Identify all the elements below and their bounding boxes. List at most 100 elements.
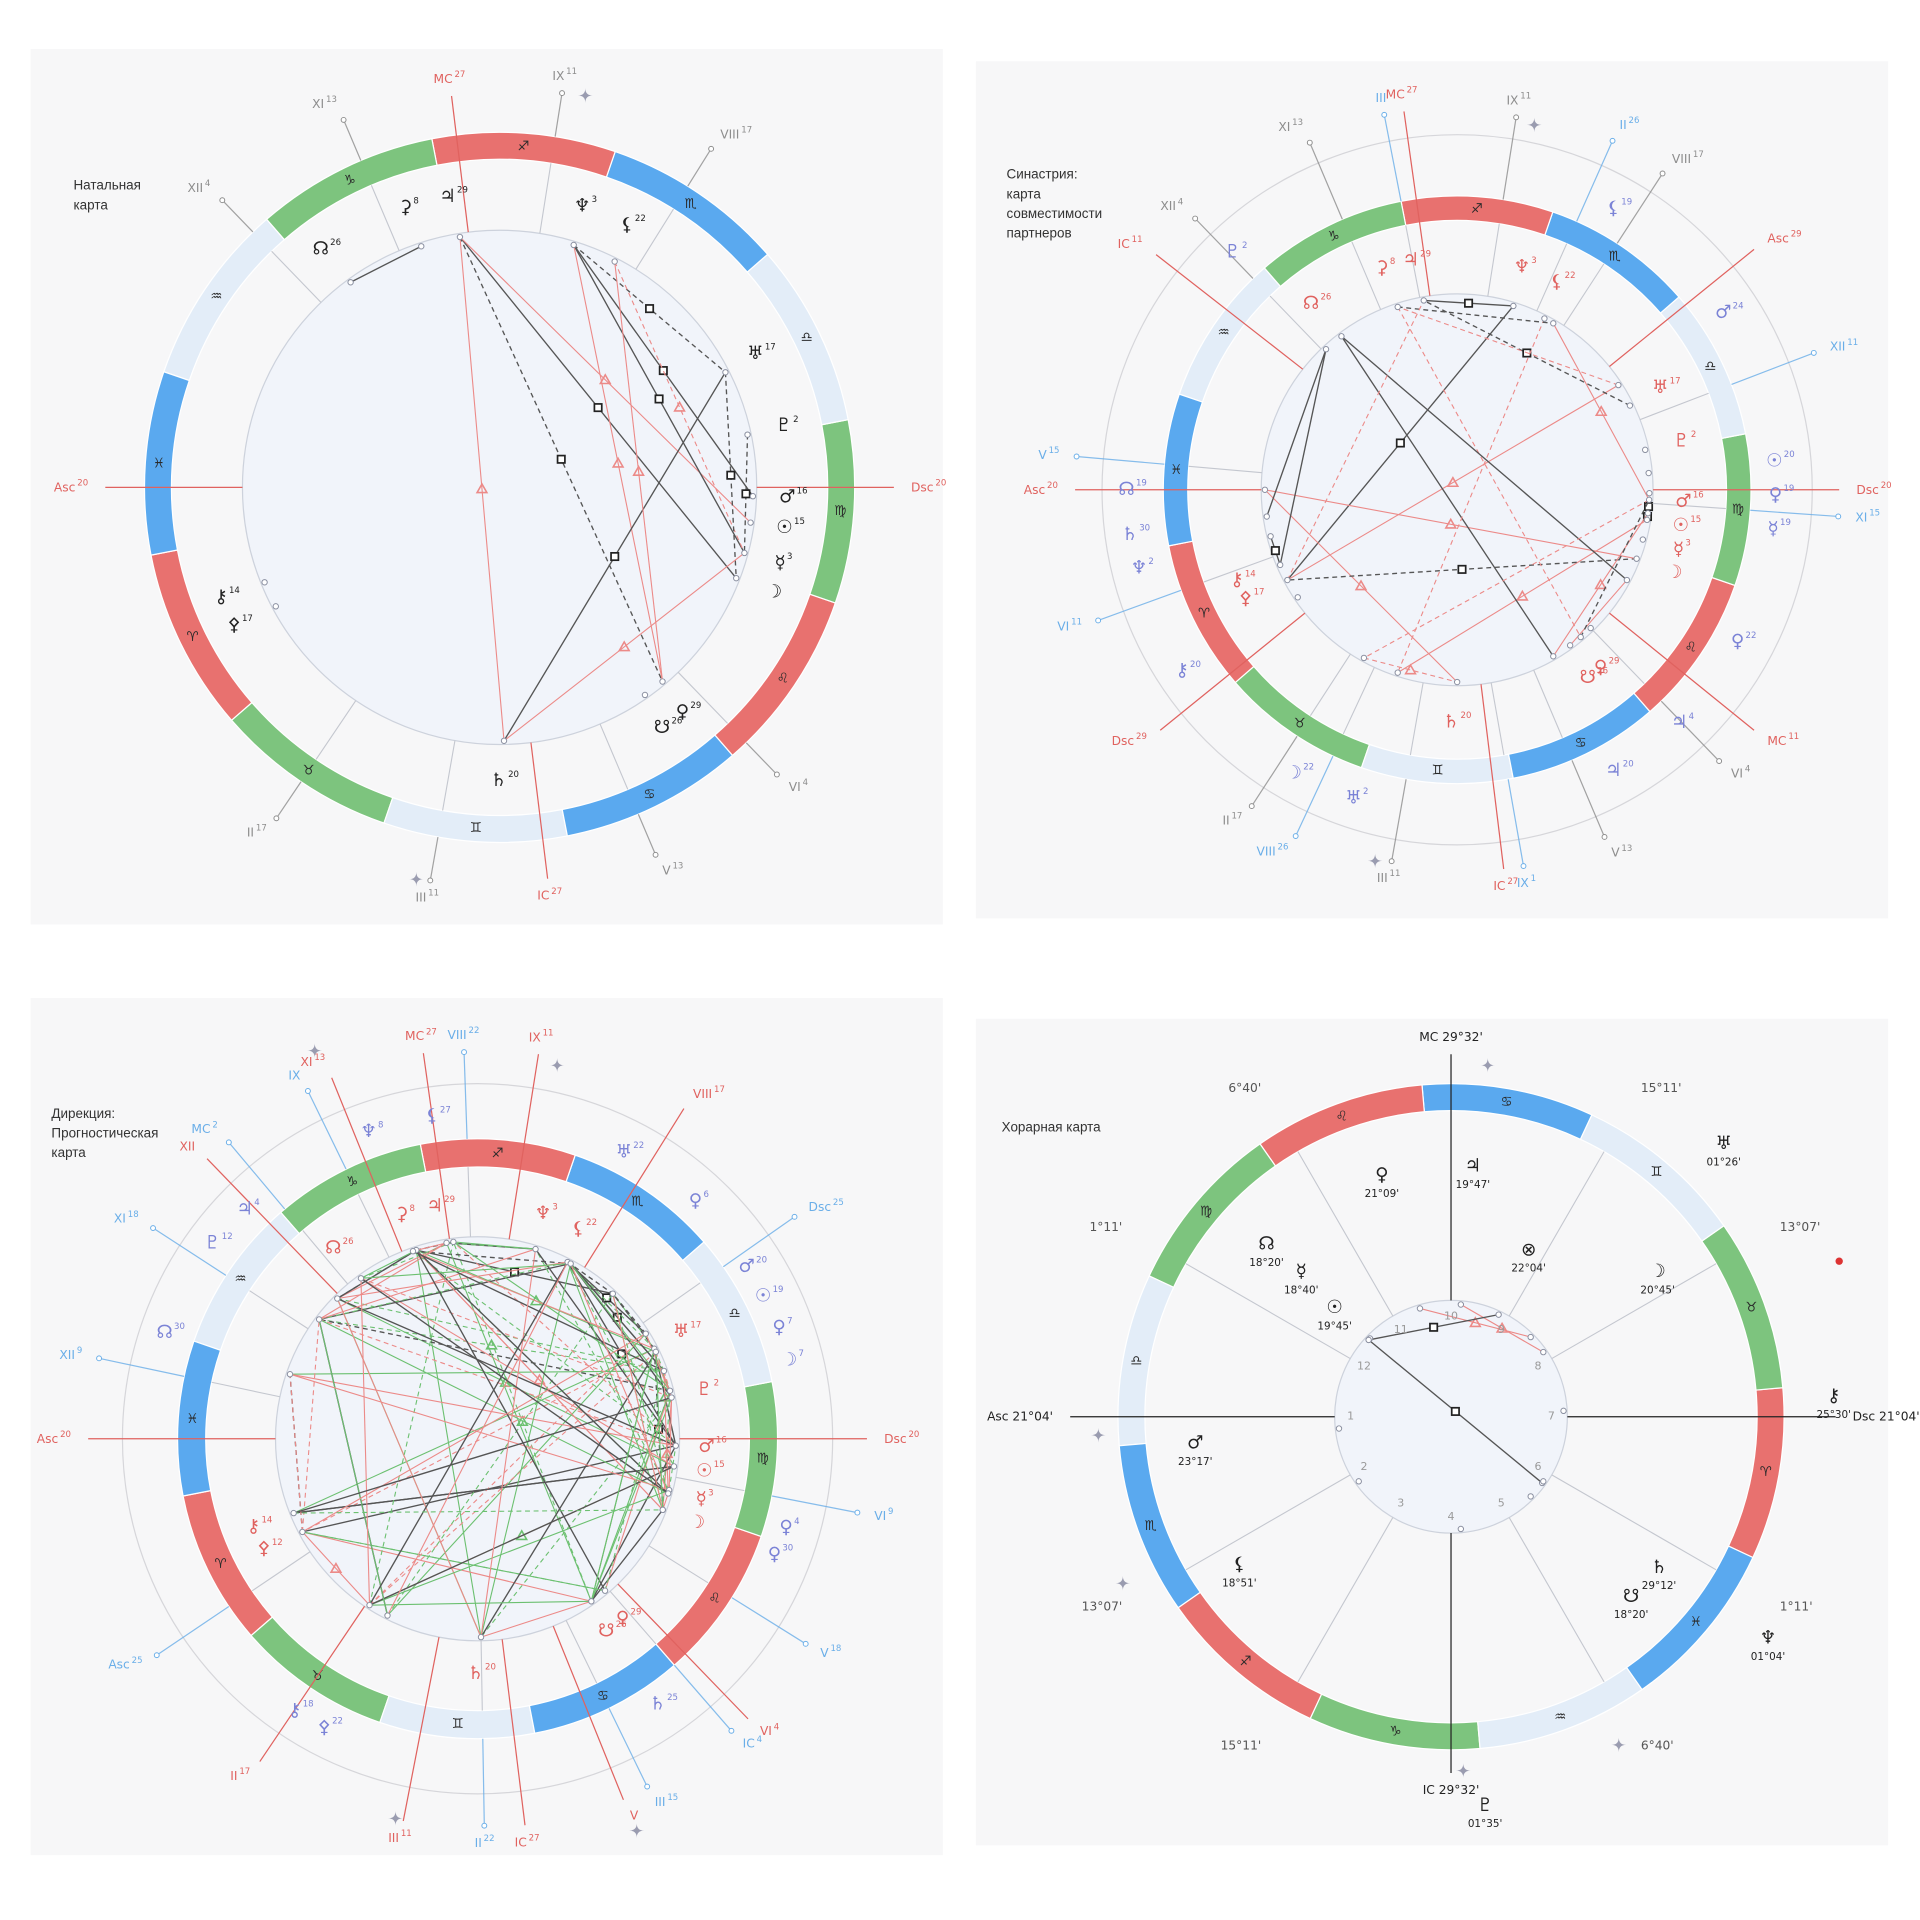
house-label: 6°40' — [1228, 1080, 1261, 1094]
zodiac-sign: ♌ — [709, 1592, 721, 1607]
aspect-line — [415, 1249, 606, 1592]
planet-symbol: ☉ — [1326, 1297, 1342, 1318]
house-label: XII 4 — [187, 178, 210, 194]
aspect-triangle — [1444, 517, 1458, 529]
cusp-line — [599, 723, 629, 790]
cusp-line — [1269, 295, 1322, 350]
planet-glyph: ⚴22 — [317, 1716, 343, 1738]
aspect-triangle — [617, 640, 631, 652]
planet-glyph: ⚳8 — [399, 196, 419, 218]
aspect-line — [1397, 306, 1582, 638]
planet-degree: 22 — [1565, 271, 1576, 281]
angle-line — [1480, 684, 1505, 870]
planet-degree: 22 — [1746, 630, 1757, 640]
planet-degree: 26 — [616, 1620, 627, 1630]
planet-point — [668, 1394, 675, 1401]
house-label-degree: 4 — [205, 178, 210, 188]
cusp-dot — [559, 90, 565, 97]
planet-point — [1642, 446, 1649, 454]
planet-degree: 26 — [1597, 666, 1608, 676]
planet-symbol: ♇ — [696, 1379, 712, 1400]
house-label-degree: 22 — [484, 1833, 495, 1843]
zodiac-sign: ♏ — [1145, 1519, 1157, 1534]
planet-symbol: ♅ — [1345, 787, 1361, 808]
house-label-degree: 20 — [935, 478, 946, 488]
zodiac-sign: ♏ — [1609, 249, 1621, 264]
house-label: Asc 21°04' — [987, 1409, 1053, 1423]
aspect-line — [668, 1445, 677, 1491]
cusp-line — [1508, 1517, 1605, 1683]
aspect-line — [360, 1249, 417, 1279]
planet-glyph: ♆2 — [1131, 556, 1154, 578]
house-label-degree: 20 — [1047, 480, 1058, 490]
cusp-tick — [637, 813, 657, 856]
planet-degree: 26 — [343, 1237, 354, 1247]
cusp-tick — [554, 92, 563, 137]
planet-point — [334, 1295, 341, 1302]
planet-symbol: ♄ — [467, 1663, 483, 1684]
chart-title: карта — [73, 197, 108, 212]
aspect-line — [480, 1600, 592, 1638]
aspect-line — [1266, 348, 1327, 517]
planet-symbol: ♂ — [1187, 1433, 1203, 1454]
aspect-line — [663, 1370, 669, 1494]
aspect-line — [302, 1333, 647, 1533]
cusp-tick — [98, 1357, 185, 1378]
angle-line — [422, 1053, 451, 1239]
cusp-dot — [1248, 803, 1255, 810]
cusp-line — [1185, 1263, 1351, 1360]
chart-title: Синастрия: — [1007, 167, 1078, 182]
aspect-line — [337, 1261, 568, 1300]
angle-line — [617, 1583, 749, 1720]
cusp-tick — [1731, 352, 1815, 386]
aspect-square — [1464, 298, 1474, 308]
planet-point — [1587, 624, 1594, 632]
house-label-text: VIII — [447, 1027, 466, 1041]
planet-degree: 4 — [794, 1516, 799, 1526]
planet-glyph: ♂16 — [1675, 490, 1704, 512]
house-label-text: IX — [288, 1068, 300, 1082]
house-label-text: Dsc 21°04' — [1853, 1409, 1920, 1423]
house-label: IX 11 — [552, 67, 577, 83]
cusp-dot — [1292, 833, 1299, 839]
house-label: V 18 — [820, 1644, 841, 1660]
planet-symbol: ☉ — [776, 517, 792, 538]
house-label-degree: 13 — [1292, 117, 1303, 127]
cusp-line — [1536, 243, 1568, 312]
house-label-degree: 11 — [428, 888, 439, 898]
planet-point — [450, 1238, 457, 1246]
house-label-text: III — [416, 890, 427, 904]
star-icon — [629, 1823, 645, 1838]
planet-point — [1338, 333, 1345, 340]
house-label-text: Dsc — [809, 1200, 832, 1214]
house-label-degree: 11 — [566, 67, 577, 77]
planet-glyph: ☽ — [689, 1512, 705, 1533]
planet-glyph: ⚸19 — [1607, 197, 1633, 219]
house-label: XI 18 — [114, 1209, 139, 1225]
cusp-tick — [152, 1227, 227, 1276]
planet-point — [1540, 1478, 1547, 1485]
cusp-tick — [1571, 760, 1606, 838]
planet-degree: 22 — [635, 214, 646, 224]
house-label: Asc 20 — [1024, 480, 1058, 496]
aspect-line — [590, 1348, 655, 1602]
planet-glyph: ♂16 — [779, 486, 808, 508]
house-label: XI 15 — [1855, 508, 1880, 524]
aspect-line — [1460, 1304, 1544, 1353]
cusp-dot — [225, 1139, 232, 1146]
star-icon — [388, 1811, 403, 1826]
planet-point — [1284, 576, 1291, 584]
house-label-text: VIII — [693, 1087, 712, 1101]
planet-point — [570, 241, 577, 249]
zodiac-sign: ♑ — [1389, 1724, 1401, 1739]
aspect-line — [1341, 335, 1628, 581]
planet-point — [1623, 576, 1631, 584]
house-label-text: VI — [789, 779, 801, 793]
aspect-square — [1270, 546, 1280, 556]
house-label: II 22 — [475, 1833, 495, 1849]
house-label: 1°11' — [1089, 1219, 1122, 1233]
house-label-text: XII — [187, 180, 203, 194]
house-label: VIII 26 — [1256, 842, 1288, 858]
